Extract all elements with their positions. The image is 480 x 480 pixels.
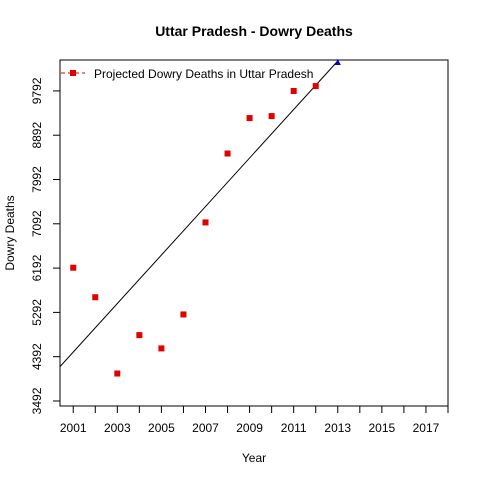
- x-axis-label: Year: [242, 451, 266, 465]
- y-tick-label: 7992: [30, 166, 44, 193]
- data-point: [114, 370, 121, 377]
- data-point: [290, 88, 297, 95]
- y-tick-label: 5292: [30, 299, 44, 326]
- chart-title: Uttar Pradesh - Dowry Deaths: [155, 23, 353, 39]
- y-tick-label: 6192: [30, 254, 44, 281]
- data-point: [268, 113, 275, 120]
- plot-area: [59, 59, 449, 407]
- y-axis-label: Dowry Deaths: [3, 195, 17, 270]
- data-point: [136, 332, 143, 339]
- y-tick-label: 8892: [30, 122, 44, 149]
- y-tick-label: 7092: [30, 210, 44, 237]
- x-tick-label: 2011: [281, 421, 307, 435]
- legend-label: Projected Dowry Deaths in Uttar Pradesh: [94, 67, 313, 81]
- data-point: [312, 83, 319, 90]
- y-tick-label: 9792: [30, 77, 44, 104]
- y-tick-label: 3492: [30, 387, 44, 414]
- x-tick-label: 2007: [192, 421, 219, 435]
- x-tick-label: 2003: [104, 421, 131, 435]
- x-tick-label: 2013: [324, 421, 351, 435]
- data-point: [70, 264, 77, 271]
- data-point: [158, 345, 165, 352]
- x-tick-label: 2017: [413, 421, 440, 435]
- projected-point: [334, 58, 341, 65]
- data-point: [180, 311, 187, 318]
- x-tick-label: 2015: [369, 421, 396, 435]
- legend: Projected Dowry Deaths in Uttar Pradesh: [61, 67, 313, 81]
- data-point: [202, 219, 209, 226]
- data-point: [224, 150, 231, 157]
- y-tick-label: 4392: [30, 343, 44, 370]
- data-point: [92, 294, 99, 301]
- x-tick-label: 2001: [60, 421, 87, 435]
- data-point: [246, 115, 253, 122]
- legend-marker: [70, 70, 76, 76]
- x-tick-label: 2005: [148, 421, 175, 435]
- trend-line: [60, 60, 339, 367]
- x-tick-label: 2009: [236, 421, 263, 435]
